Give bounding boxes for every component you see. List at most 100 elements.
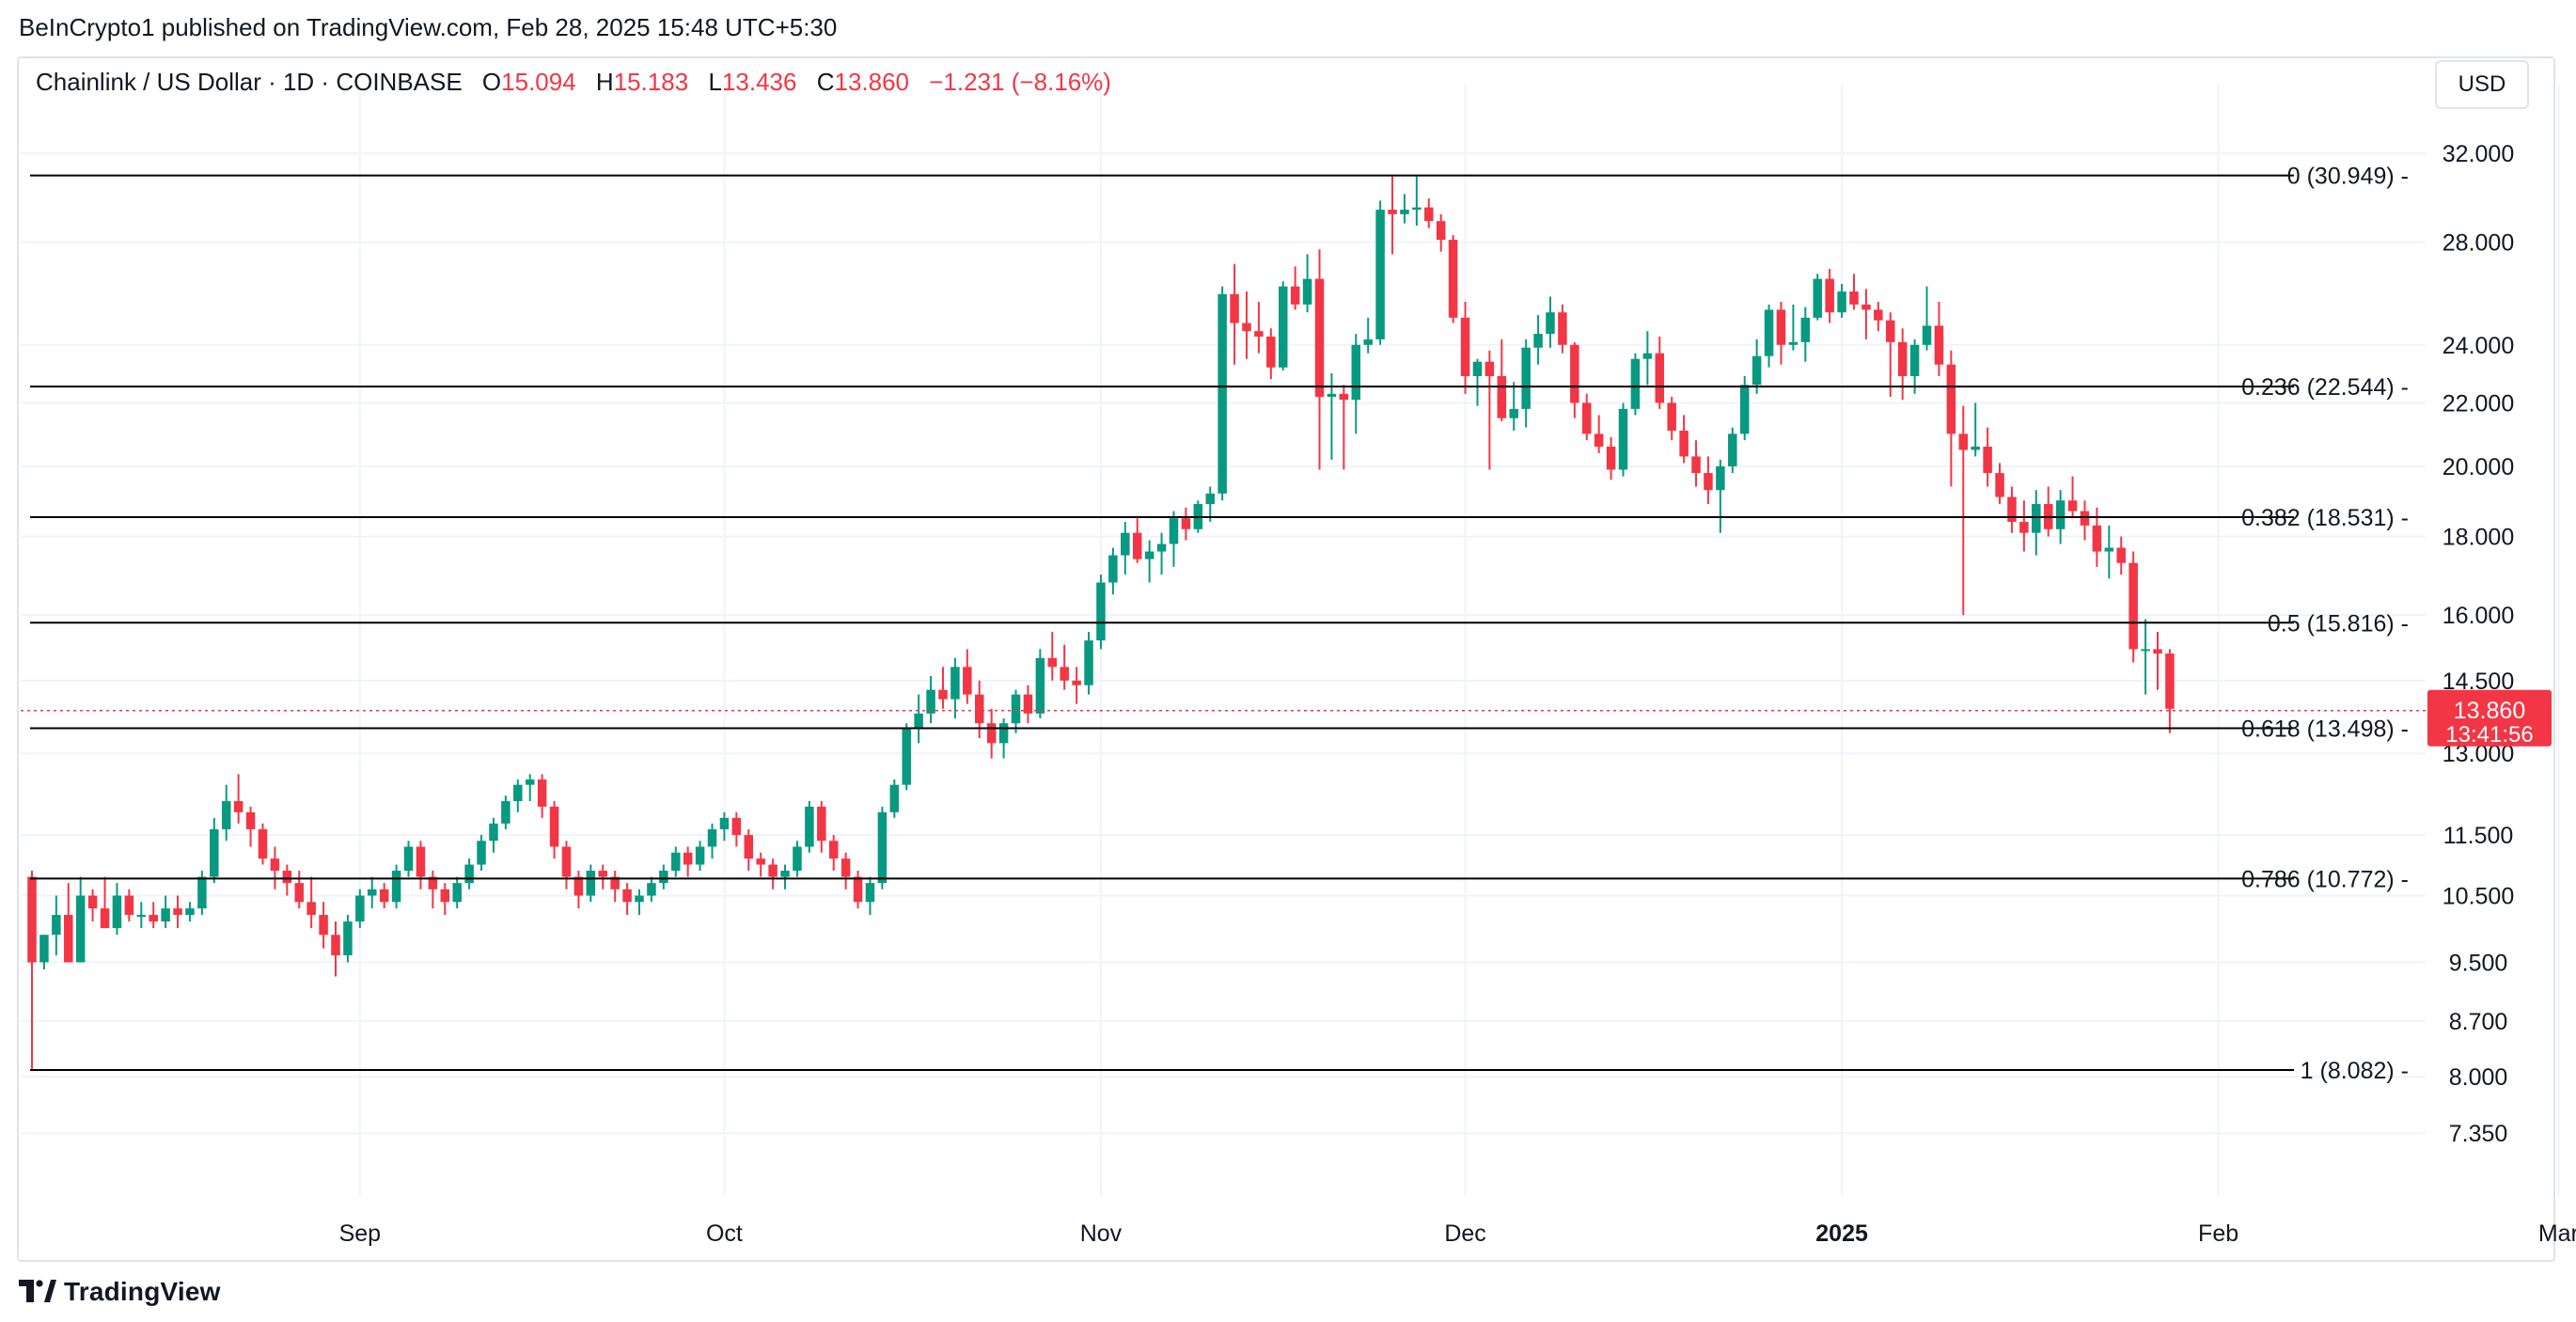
fib-level-label: 0.382 (18.531) - bbox=[2241, 505, 2409, 531]
currency-button[interactable]: USD bbox=[2435, 60, 2529, 109]
candle-down bbox=[1132, 532, 1142, 559]
candle-down bbox=[100, 908, 110, 929]
candle-up bbox=[1813, 278, 1822, 318]
high-label: H bbox=[595, 68, 614, 96]
candle-up bbox=[52, 915, 61, 936]
candle-up bbox=[2104, 547, 2114, 552]
candle-down bbox=[1704, 473, 1713, 491]
candle-down bbox=[2080, 511, 2090, 526]
candle-up bbox=[1121, 532, 1130, 556]
candle-down bbox=[731, 817, 742, 836]
candle-down bbox=[319, 915, 328, 936]
last-price-value: 13.860 bbox=[2454, 698, 2525, 724]
candle-up bbox=[1751, 355, 1762, 386]
tradingview-logo[interactable]: TradingView bbox=[19, 1277, 221, 1307]
candle-down bbox=[1958, 433, 1969, 450]
candle-down bbox=[1047, 657, 1058, 668]
candle-up bbox=[513, 784, 523, 802]
y-tick-label: 20.000 bbox=[2442, 454, 2514, 480]
candle-down bbox=[853, 876, 863, 903]
candle-up bbox=[647, 883, 656, 896]
candle-up bbox=[1546, 312, 1555, 335]
candle-up bbox=[1716, 465, 1725, 491]
x-tick-label: Dec bbox=[1444, 1220, 1485, 1247]
y-tick-label: 24.000 bbox=[2442, 333, 2514, 359]
candle-down bbox=[1679, 431, 1689, 457]
candle-up bbox=[1764, 309, 1774, 356]
candle-down bbox=[1995, 473, 2004, 497]
candle-down bbox=[270, 858, 280, 872]
candle-up bbox=[1400, 209, 1409, 214]
close-value: 13.860 bbox=[834, 68, 910, 96]
candle-down bbox=[1254, 331, 1264, 337]
candle-down bbox=[306, 902, 316, 916]
candle-down bbox=[149, 915, 158, 922]
candle-down bbox=[561, 846, 572, 877]
candle-up bbox=[659, 871, 668, 884]
candle-up bbox=[1728, 433, 1737, 466]
y-tick-label: 7.350 bbox=[2449, 1121, 2508, 1147]
candle-up bbox=[1279, 286, 1288, 368]
candle-up bbox=[902, 728, 911, 785]
candle-up bbox=[671, 852, 681, 872]
x-tick-label: Nov bbox=[1080, 1220, 1123, 1247]
candle-up bbox=[221, 801, 231, 829]
high-value: 15.183 bbox=[613, 68, 689, 96]
candle-up bbox=[1327, 393, 1337, 398]
low-value: 13.436 bbox=[721, 68, 797, 96]
candle-up bbox=[1642, 353, 1653, 359]
candle-down bbox=[1314, 278, 1325, 398]
symbol-title: Chainlink / US Dollar · 1D · COINBASE bbox=[36, 68, 463, 96]
candle-down bbox=[1230, 293, 1239, 323]
candle-up bbox=[695, 846, 705, 865]
publisher-line: BeInCrypto1 published on TradingView.com… bbox=[19, 13, 838, 41]
candle-down bbox=[1266, 336, 1276, 368]
candle-down bbox=[2116, 547, 2126, 563]
candle-up bbox=[136, 915, 147, 918]
candle-up bbox=[161, 908, 170, 922]
candle-up bbox=[185, 908, 195, 916]
candle-down bbox=[817, 806, 826, 842]
candle-up bbox=[1412, 207, 1422, 210]
candle-up bbox=[1144, 551, 1154, 559]
candle-down bbox=[2092, 525, 2102, 552]
candle-down bbox=[331, 935, 340, 956]
candle-down bbox=[1983, 447, 1992, 474]
candle-up bbox=[1788, 341, 1798, 345]
x-tick-label: 2025 bbox=[1815, 1220, 1868, 1247]
candle-up bbox=[1217, 293, 1227, 494]
candle-down bbox=[573, 876, 584, 896]
y-tick-label: 8.000 bbox=[2449, 1064, 2508, 1091]
candle-up bbox=[889, 784, 900, 812]
fib-level-label: 0.236 (22.544) - bbox=[2241, 374, 2409, 401]
open-label: O bbox=[481, 68, 502, 96]
candle-down bbox=[1776, 309, 1786, 345]
y-tick-label: 8.700 bbox=[2449, 1009, 2508, 1035]
y-tick-label: 10.500 bbox=[2442, 884, 2514, 910]
candle-up bbox=[1509, 408, 1518, 418]
candle-up bbox=[1922, 325, 1932, 345]
candle-up bbox=[1618, 408, 1628, 470]
candle-down bbox=[622, 889, 632, 903]
candle-down bbox=[1570, 344, 1579, 403]
candle-up bbox=[2055, 500, 2066, 529]
candle-down bbox=[1582, 402, 1592, 434]
candle-up bbox=[452, 883, 462, 903]
candle-up bbox=[343, 921, 353, 956]
candle-down bbox=[1023, 694, 1033, 714]
candle-down bbox=[683, 852, 693, 865]
candle-up bbox=[1096, 582, 1106, 641]
candle-up bbox=[112, 895, 122, 929]
candle-down bbox=[1886, 320, 1895, 342]
candle-up bbox=[1156, 543, 1167, 552]
open-value: 15.094 bbox=[501, 68, 576, 96]
candle-up bbox=[586, 871, 596, 896]
candle-down bbox=[379, 889, 389, 903]
candle-up bbox=[489, 823, 498, 842]
y-tick-label: 9.500 bbox=[2449, 950, 2508, 976]
candle-down bbox=[1606, 447, 1616, 470]
candle-up bbox=[1472, 361, 1483, 377]
candle-down bbox=[1934, 325, 1944, 365]
candle-up bbox=[1302, 278, 1312, 305]
